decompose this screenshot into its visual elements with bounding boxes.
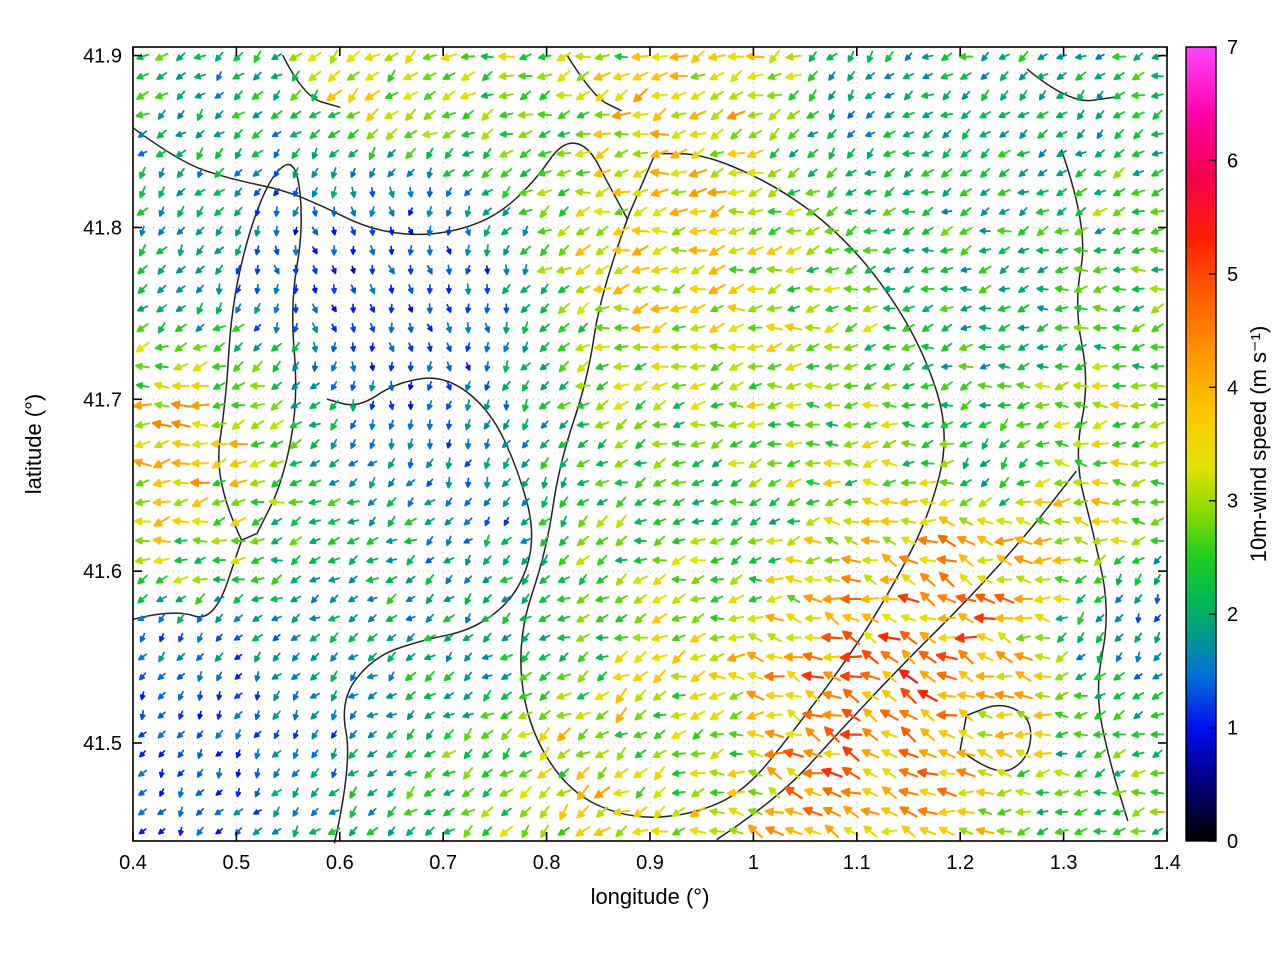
- svg-text:1: 1: [1227, 718, 1238, 740]
- svg-text:1.1: 1.1: [843, 852, 871, 874]
- contour-lines: [132, 54, 1129, 844]
- svg-text:2: 2: [1227, 604, 1238, 626]
- svg-text:6: 6: [1227, 150, 1238, 172]
- colorbar-label: 10m-wind speed (m s⁻¹): [1246, 325, 1271, 563]
- x-axis-label: longitude (°): [590, 884, 710, 909]
- svg-text:0: 0: [1227, 831, 1238, 853]
- svg-text:4: 4: [1227, 377, 1238, 399]
- svg-text:1: 1: [748, 852, 759, 874]
- svg-text:0.6: 0.6: [326, 852, 354, 874]
- plot-frame: 0.4 0.5 0.6 0.7 0.8 0.9 1 1.1 1.2 1.3 1.4 41.5 41.6 4…: [83, 46, 1181, 874]
- svg-text:41.6: 41.6: [83, 561, 122, 583]
- svg-text:1.2: 1.2: [946, 852, 974, 874]
- svg-text:5: 5: [1227, 264, 1238, 286]
- colorbar: 0 1 2 3 4 5 6 7: [1185, 37, 1238, 853]
- svg-text:41.8: 41.8: [83, 218, 122, 240]
- svg-text:1.3: 1.3: [1050, 852, 1078, 874]
- svg-text:0.7: 0.7: [429, 852, 457, 874]
- svg-text:0.8: 0.8: [533, 852, 561, 874]
- svg-text:41.5: 41.5: [83, 733, 122, 755]
- svg-text:3: 3: [1227, 491, 1238, 513]
- y-axis-label: latitude (°): [21, 393, 46, 495]
- svg-text:0.9: 0.9: [636, 852, 664, 874]
- svg-text:41.7: 41.7: [83, 389, 122, 411]
- svg-text:7: 7: [1227, 37, 1238, 59]
- svg-text:0.5: 0.5: [222, 852, 250, 874]
- svg-text:41.9: 41.9: [83, 46, 122, 68]
- wind-arrows: [132, 49, 1166, 839]
- svg-text:0.4: 0.4: [119, 852, 147, 874]
- svg-text:1.4: 1.4: [1153, 852, 1181, 874]
